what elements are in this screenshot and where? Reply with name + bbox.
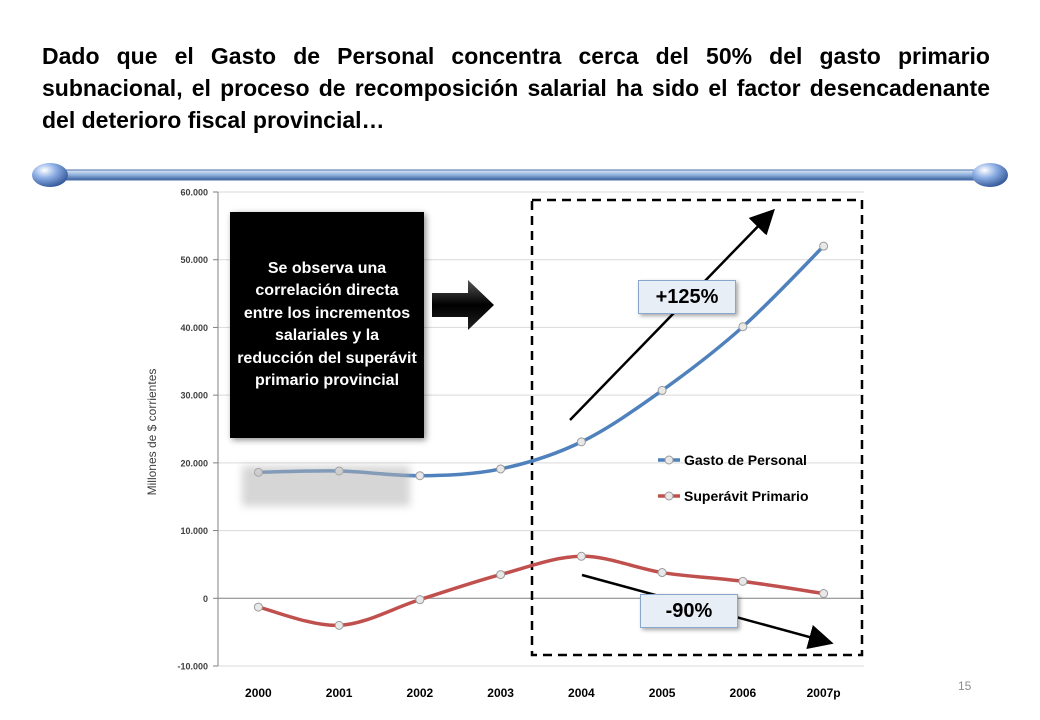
y-tick-label: 50.000 <box>180 255 208 265</box>
data-point <box>738 322 748 332</box>
data-point <box>576 551 586 561</box>
callout-box: Se observa una correlación directa entre… <box>230 212 424 438</box>
y-tick-label: 10.000 <box>180 526 208 536</box>
legend-label: Superávit Primario <box>684 488 809 504</box>
y-axis: -10.000 0 10.000 20.000 30.000 40.000 50.000 60… <box>177 188 219 672</box>
legend: Gasto de Personal Superávit Primario <box>658 452 809 504</box>
x-tick-label: 2004 <box>568 686 595 700</box>
callout-text: Se observa una correlación directa entre… <box>237 259 417 390</box>
x-tick-label: 2003 <box>487 686 514 700</box>
y-axis-label: Millones de $ corrientes <box>145 369 159 496</box>
badge-increase: +125% <box>638 280 736 314</box>
series-1 <box>253 551 829 630</box>
data-point <box>819 589 829 599</box>
data-point <box>819 241 829 251</box>
data-point <box>334 620 344 630</box>
x-tick-label: 2000 <box>245 686 272 700</box>
y-tick-label: 60.000 <box>180 188 208 198</box>
series-line <box>256 554 826 628</box>
x-tick-label: 2007p <box>807 686 841 700</box>
y-tick-label: 40.000 <box>180 323 208 333</box>
y-tick-label: -10.000 <box>177 662 208 672</box>
data-point <box>415 471 425 481</box>
data-point <box>496 570 506 580</box>
data-point <box>253 602 263 612</box>
badge-decrease: -90% <box>640 594 738 628</box>
trend-arrow-up <box>569 208 775 421</box>
data-point <box>576 437 586 447</box>
legend-marker <box>664 455 674 465</box>
x-tick-label: 2001 <box>326 686 353 700</box>
legend-item: Gasto de Personal <box>658 452 807 468</box>
data-point <box>657 568 667 578</box>
shadow-box <box>242 466 410 506</box>
y-tick-label: 30.000 <box>180 391 208 401</box>
x-axis: 2000 2001 2002 2003 2004 2005 2006 2007p <box>245 686 841 700</box>
data-point <box>496 464 506 474</box>
legend-label: Gasto de Personal <box>684 452 807 468</box>
divider-bar <box>32 163 1008 187</box>
slide-title: Dado que el Gasto de Personal concentra … <box>42 43 990 133</box>
block-arrow <box>432 280 494 330</box>
highlight-dashed-box <box>530 198 864 657</box>
x-tick-label: 2005 <box>649 686 676 700</box>
data-point <box>415 595 425 605</box>
page-number: 15 <box>958 679 972 693</box>
x-tick-label: 2006 <box>730 686 757 700</box>
y-tick-label: 20.000 <box>180 458 208 468</box>
legend-item: Superávit Primario <box>658 488 809 504</box>
data-point <box>657 385 667 395</box>
data-point <box>738 576 748 586</box>
legend-marker <box>664 491 674 501</box>
y-tick-label: 0 <box>203 594 208 604</box>
x-tick-label: 2002 <box>407 686 434 700</box>
